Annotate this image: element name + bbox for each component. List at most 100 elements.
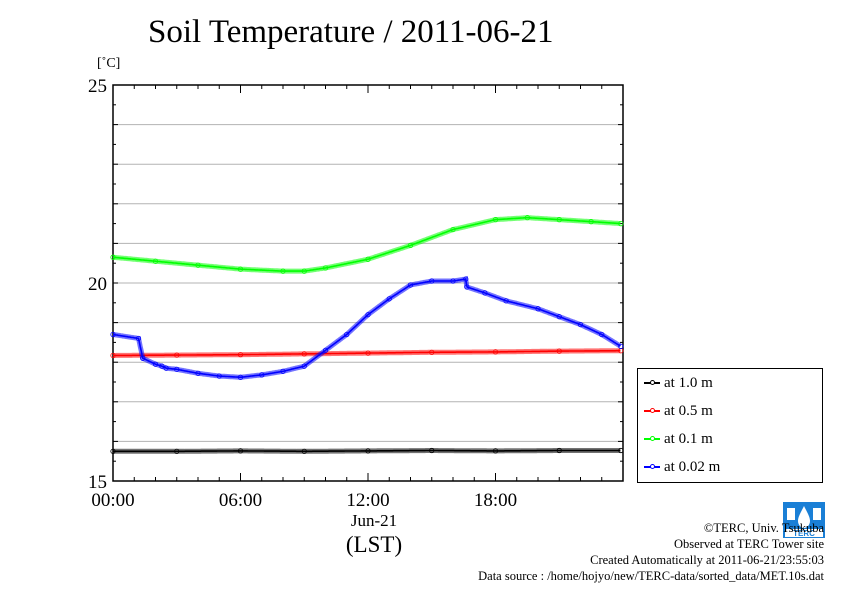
data-source-text: Data source : /home/hojyo/new/TERC-data/… — [478, 569, 824, 583]
series-at-0-02-m-point — [482, 290, 488, 296]
series-at-0-5-m-point — [110, 352, 116, 359]
series-at-0-02-m-point — [535, 306, 541, 312]
chart-title: Soil Temperature / 2011-06-21 — [148, 14, 554, 50]
credits-block: ©TERC, Univ. Tsukuba Observed at TERC To… — [478, 520, 824, 584]
series-at-0-02-m-point — [503, 298, 509, 304]
logo-text: TERC — [793, 529, 815, 538]
series-at-0-02-m-point — [577, 321, 584, 328]
series-at-0-02-m-point — [450, 278, 456, 284]
x-tick-label: 06:00 — [219, 490, 262, 511]
chart-legend: at 1.0 m at 0.5 m at 0.1 m at 0.02 m — [637, 368, 823, 483]
series-at-0-02-m-point — [407, 282, 414, 288]
series-at-0-1-m — [110, 215, 624, 274]
legend-label-1m: at 1.0 m — [664, 374, 713, 391]
series-at-1-0-m-point — [365, 448, 371, 454]
x-tick-label: 00:00 — [91, 490, 134, 511]
series-at-1-0-m-point — [110, 448, 116, 454]
series-at-0-1-m-point — [556, 217, 562, 223]
x-axis-date-label: Jun-21 — [351, 511, 397, 530]
series-at-1-0-m-point — [301, 448, 307, 454]
series-at-0-02-m-point — [152, 361, 159, 367]
series-at-0-02-m-point — [259, 372, 265, 378]
series-at-0-02-m-point — [140, 355, 146, 361]
series-at-1-0-m-point — [556, 447, 562, 454]
copyright-text: ©TERC, Univ. Tsukuba — [703, 521, 824, 535]
series-at-0-1-m-line — [113, 216, 621, 272]
series-at-0-1-m-point — [280, 268, 286, 274]
x-tick-label: 12:00 — [346, 490, 389, 511]
series-at-0-5-m-point — [429, 349, 435, 355]
legend-item-0-02m: at 0.02 m — [644, 457, 720, 477]
series-at-0-1-m-point — [524, 215, 530, 221]
series-at-0-5-m-point — [174, 352, 180, 358]
terc-logo-icon: TERC — [783, 502, 825, 538]
series-at-1-0-m-point — [429, 447, 435, 454]
observed-at-text: Observed at TERC Tower site — [673, 537, 824, 551]
series-at-0-02-m-point — [599, 331, 605, 338]
series-at-0-02-m-point — [280, 368, 286, 374]
series-at-0-02-m-point — [365, 312, 371, 318]
series-at-0-02-m-point — [618, 343, 624, 349]
series-at-0-5-m — [110, 348, 624, 359]
series-at-0-02-m — [110, 275, 624, 380]
series-at-0-5-m-point — [556, 348, 562, 354]
x-axis-timezone-label: (LST) — [346, 532, 402, 557]
legend-swatch-0-02m — [644, 462, 660, 472]
legend-swatch-1m — [644, 378, 660, 388]
series-at-1-0-m-point — [492, 448, 499, 454]
series-at-0-1-m-point — [237, 266, 244, 272]
legend-label-0-02m: at 0.02 m — [664, 458, 721, 475]
series-at-0-1-m-point — [492, 217, 499, 223]
plot-area-frame — [112, 84, 624, 482]
series-at-0-5-m-point — [492, 349, 499, 355]
y-tick-label: 15 — [88, 472, 107, 493]
series-at-0-02-m-point — [322, 347, 329, 353]
series-at-0-1-m-point — [322, 265, 329, 271]
legend-label-0-1m: at 0.1 m — [664, 430, 713, 447]
legend-label-0-5m: at 0.5 m — [664, 402, 713, 419]
series-at-0-1-m-point — [301, 268, 307, 274]
series-at-0-02-m-point — [237, 374, 244, 380]
series-at-0-1-m-point — [152, 258, 159, 264]
series-at-0-5-m-point — [237, 352, 244, 358]
series-at-0-1-m-point — [450, 226, 456, 233]
series-at-1-0-m-line — [113, 449, 621, 453]
legend-item-0-1m: at 0.1 m — [644, 429, 713, 449]
series-at-1-0-m-point — [237, 448, 244, 454]
series-at-0-02-m-point — [386, 296, 392, 302]
y-tick-label: 25 — [88, 76, 107, 97]
series-at-0-5-m-point — [301, 351, 307, 357]
series-at-0-5-m-line — [113, 349, 621, 357]
series-at-0-1-m-point — [588, 219, 594, 225]
series-at-0-02-m-point — [216, 373, 222, 379]
series-at-0-02-m-point — [463, 276, 469, 282]
series-at-0-02-m-point — [135, 335, 142, 342]
series-at-0-02-m-point — [110, 331, 116, 338]
legend-item-0-5m: at 0.5 m — [644, 401, 713, 421]
series-at-0-02-m-point — [159, 363, 165, 369]
series-at-0-02-m-point — [556, 314, 562, 320]
series-at-0-5-m-point — [365, 350, 371, 356]
series-at-0-1-m-point — [407, 242, 414, 248]
series-at-1-0-m — [110, 447, 624, 454]
legend-item-1m: at 1.0 m — [644, 373, 713, 393]
series-at-0-1-m-point — [110, 254, 116, 260]
series-at-0-02-m-point — [344, 331, 350, 338]
series-at-0-1-m-point — [618, 221, 624, 227]
y-axis-unit-label: [˚C] — [97, 56, 121, 71]
x-tick-label: 18:00 — [474, 490, 517, 511]
series-at-1-0-m-point — [618, 447, 624, 454]
created-at-text: Created Automatically at 2011-06-21/23:5… — [590, 553, 824, 567]
series-at-1-0-m-point — [174, 448, 180, 454]
series-at-0-1-m-point — [195, 262, 201, 268]
series-at-0-02-m-point — [163, 365, 169, 371]
series-at-0-02-m-point — [174, 366, 180, 372]
series-at-0-02-m-point — [429, 278, 435, 284]
series-at-0-02-m-point — [301, 363, 307, 369]
series-at-0-1-m-band — [113, 215, 621, 274]
y-tick-label: 20 — [88, 274, 107, 295]
legend-swatch-0-5m — [644, 406, 660, 416]
series-at-0-1-m-point — [365, 256, 371, 262]
series-at-0-02-m-point — [464, 284, 470, 290]
